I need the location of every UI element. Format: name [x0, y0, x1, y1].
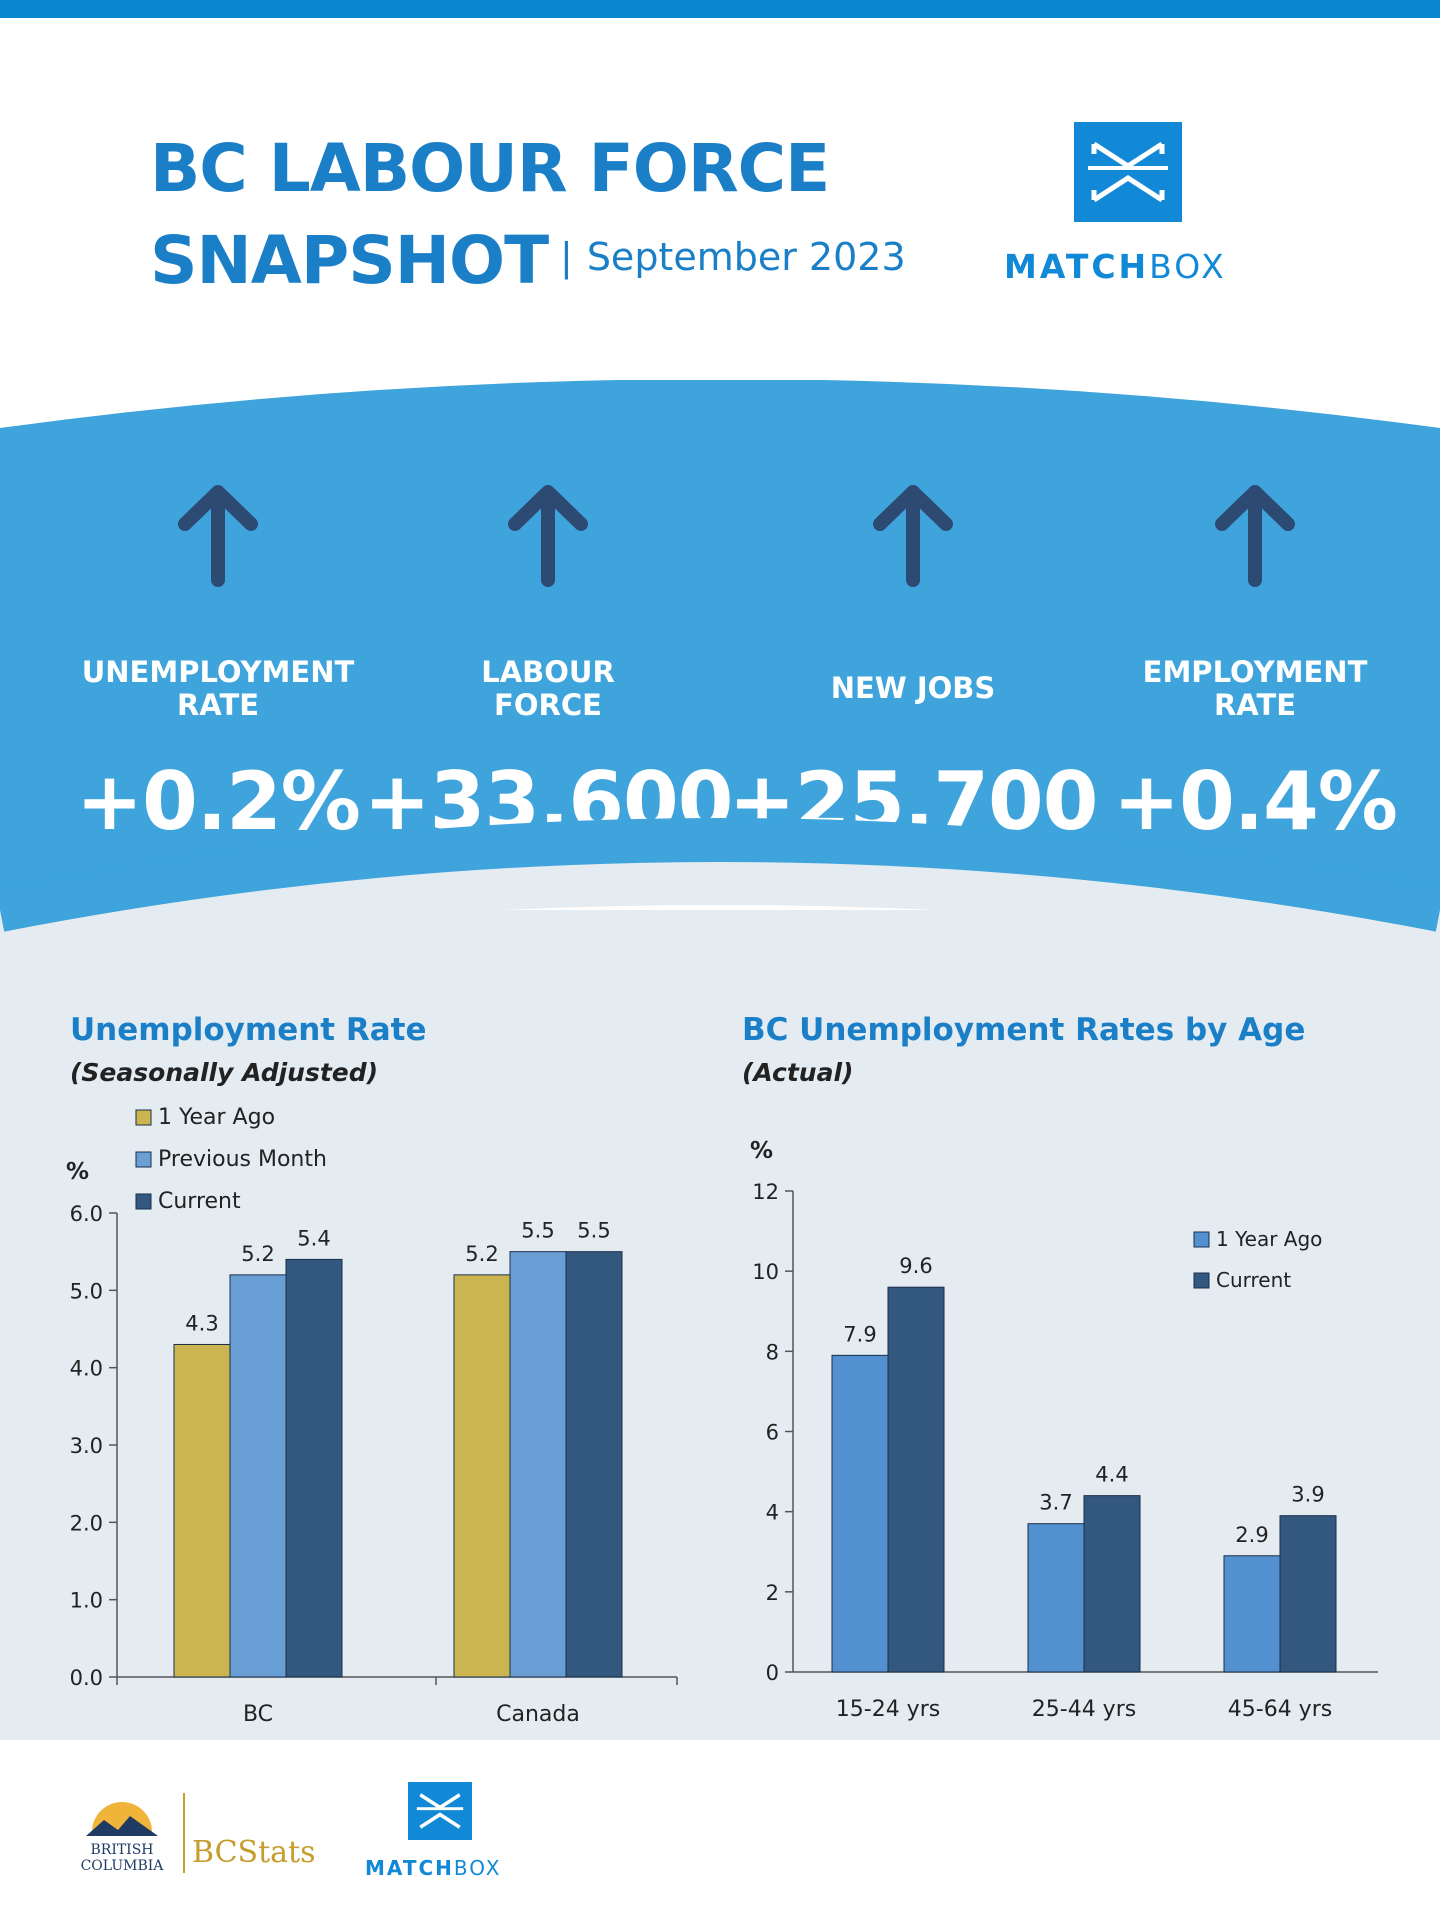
- bar: [565, 1251, 623, 1678]
- up-arrow-icon: [873, 485, 953, 587]
- x-tick-label: Canada: [496, 1702, 580, 1727]
- data-label: 2.9: [1235, 1523, 1268, 1547]
- british-columbia-wordmark: BRITISH COLUMBIA: [80, 1842, 164, 1874]
- chart1-title: Unemployment Rate: [70, 1012, 427, 1048]
- bar: [1083, 1495, 1141, 1673]
- stats-band: [0, 380, 1440, 910]
- up-arrow-icon: [1215, 485, 1295, 587]
- y-tick-label: 1.0: [70, 1589, 103, 1613]
- bar: [831, 1354, 889, 1673]
- chart2-title: BC Unemployment Rates by Age: [742, 1012, 1306, 1048]
- x-tick-label: 25-44 yrs: [1032, 1697, 1136, 1722]
- x-tick-label: 45-64 yrs: [1228, 1697, 1332, 1722]
- x-tick-label: 15-24 yrs: [836, 1697, 940, 1722]
- y-tick-label: 12: [752, 1180, 779, 1204]
- legend-entry: 1 Year Ago: [1216, 1227, 1322, 1251]
- data-label: 5.4: [297, 1226, 330, 1250]
- y-tick-label: 3.0: [70, 1434, 103, 1458]
- data-label: 9.6: [899, 1254, 932, 1278]
- footer-matchbox-logo-icon: [408, 1782, 472, 1840]
- y-tick-label: 8: [766, 1340, 779, 1364]
- matchbox-logo-icon: [1074, 122, 1182, 222]
- legend-entry: Current: [1216, 1268, 1291, 1292]
- data-label: 7.9: [843, 1322, 876, 1346]
- legend-entry: Previous Month: [158, 1147, 327, 1172]
- legend-swatch: [135, 1109, 152, 1126]
- page-title-line1: BC LABOUR FORCE: [150, 130, 830, 207]
- bar: [1223, 1555, 1281, 1673]
- y-tick-label: 5.0: [70, 1279, 103, 1303]
- band-lower-edge: [0, 818, 1440, 960]
- chart2-subtitle: (Actual): [742, 1058, 854, 1087]
- y-tick-label: 6.0: [70, 1202, 103, 1226]
- up-arrow-icon: [178, 485, 258, 587]
- data-label: 4.4: [1095, 1463, 1128, 1487]
- up-arrow-icon: [508, 485, 588, 587]
- bar: [453, 1274, 511, 1678]
- bar: [1027, 1523, 1085, 1673]
- y-axis-label: %: [66, 1159, 89, 1185]
- x-tick-label: BC: [243, 1702, 273, 1727]
- data-label: 5.5: [521, 1219, 554, 1243]
- bar: [509, 1251, 567, 1678]
- y-tick-label: 4: [766, 1501, 779, 1525]
- data-label: 5.2: [241, 1242, 274, 1266]
- report-period: | September 2023: [560, 238, 906, 276]
- bar: [173, 1343, 231, 1678]
- bar: [887, 1286, 945, 1673]
- bar: [1279, 1515, 1337, 1673]
- legend-swatch: [135, 1151, 152, 1168]
- y-tick-label: 4.0: [70, 1357, 103, 1381]
- page-title-line2: SNAPSHOT: [150, 222, 549, 299]
- data-label: 4.3: [185, 1311, 218, 1335]
- top-accent-bar: [0, 0, 1440, 18]
- data-label: 3.9: [1291, 1483, 1324, 1507]
- chart-unemployment-by-age: 0 2 4 6 8 10 12% 7.9 9.6 15-24 yrs 3.7 4.4 25-44 yrs…: [750, 1138, 1378, 1722]
- bar: [285, 1258, 343, 1678]
- y-tick-label: 2: [766, 1581, 779, 1605]
- y-tick-label: 10: [752, 1260, 779, 1284]
- data-label: 5.5: [577, 1219, 610, 1243]
- data-label: 3.7: [1039, 1491, 1072, 1515]
- period-text: September 2023: [586, 235, 906, 279]
- legend-entry: Current: [158, 1189, 241, 1214]
- stat-value: +0.2%: [76, 755, 361, 848]
- british-columbia-logo-icon: [82, 1793, 185, 1873]
- legend-entry: 1 Year Ago: [158, 1105, 275, 1130]
- y-tick-label: 0: [766, 1661, 779, 1685]
- stat-label: UNEMPLOYMENT RATE: [81, 655, 355, 722]
- legend-swatch: [1193, 1272, 1210, 1289]
- stat-label: LABOUR FORCE: [481, 655, 615, 722]
- data-label: 5.2: [465, 1242, 498, 1266]
- bar: [229, 1274, 287, 1678]
- bcstats-wordmark: BCStats: [192, 1835, 316, 1870]
- y-tick-label: 0.0: [70, 1666, 103, 1690]
- legend-swatch: [135, 1193, 152, 1210]
- legend-swatch: [1193, 1231, 1210, 1248]
- stat-value: +0.4%: [1113, 755, 1398, 848]
- chart1-subtitle: (Seasonally Adjusted): [70, 1058, 379, 1087]
- matchbox-wordmark: MATCHBOX: [1004, 247, 1227, 286]
- y-axis-label: %: [750, 1138, 773, 1164]
- title-separator: |: [560, 235, 573, 279]
- footer-matchbox-wordmark: MATCHBOX: [365, 1856, 502, 1880]
- stat-label: EMPLOYMENT RATE: [1142, 655, 1368, 722]
- y-tick-label: 2.0: [70, 1511, 103, 1535]
- stat-label: NEW JOBS: [830, 671, 996, 705]
- chart-unemployment-rate: 0.0 1.0 2.0 3.0 4.0 5.0 6.0% 4.3 5.2 5.4 BC 5.2 5.5 5…: [66, 1105, 678, 1727]
- y-tick-label: 6: [766, 1421, 779, 1445]
